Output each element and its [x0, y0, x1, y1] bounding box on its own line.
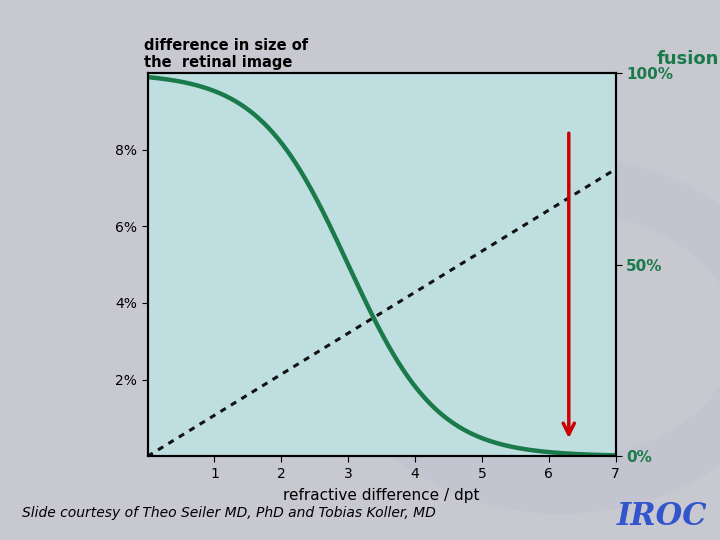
- Text: Slide courtesy of Theo Seiler MD, PhD and Tobias Koller, MD: Slide courtesy of Theo Seiler MD, PhD an…: [22, 507, 436, 520]
- X-axis label: refractive difference / dpt: refractive difference / dpt: [284, 488, 480, 503]
- Text: fusion: fusion: [657, 50, 719, 68]
- Text: difference in size of
the  retinal image: difference in size of the retinal image: [144, 38, 308, 70]
- Text: IROC: IROC: [617, 501, 708, 532]
